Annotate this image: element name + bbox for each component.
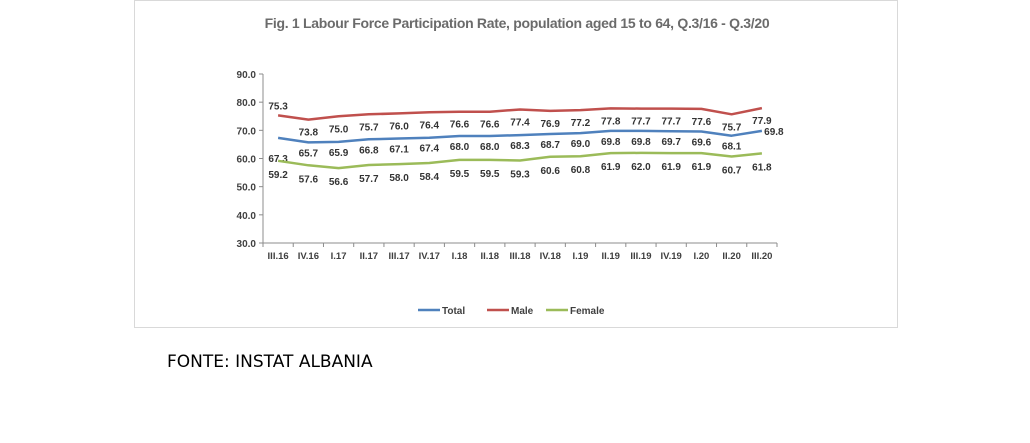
data-label-male: 76.6 — [480, 120, 500, 131]
x-tick-label: IV.16 — [298, 251, 319, 262]
data-label-male: 75.0 — [329, 124, 349, 135]
y-tick-label: 80.0 — [237, 98, 257, 109]
x-tick-label: II.18 — [481, 251, 500, 262]
data-label-total: 68.0 — [450, 142, 470, 153]
series-line-female — [277, 151, 763, 170]
x-tick-label: III.16 — [268, 251, 289, 262]
data-label-male: 77.8 — [601, 116, 621, 127]
series-line-total — [277, 129, 763, 144]
data-label-female: 59.5 — [480, 169, 500, 180]
x-tick-label: III.20 — [751, 251, 772, 262]
legend-label-total: Total — [442, 306, 465, 317]
source-caption: FONTE: INSTAT ALBANIA — [167, 352, 373, 372]
y-tick-label: 40.0 — [237, 211, 257, 222]
data-label-male: 75.7 — [722, 122, 742, 133]
y-tick-label: 90.0 — [237, 70, 257, 81]
data-label-total: 69.6 — [692, 137, 712, 148]
data-label-female: 60.8 — [571, 165, 591, 176]
x-tick-label: III.19 — [630, 251, 651, 262]
data-label-female: 59.3 — [510, 169, 530, 180]
data-label-male: 77.7 — [661, 117, 681, 128]
data-label-male: 77.4 — [510, 117, 530, 128]
data-label-male: 76.4 — [420, 120, 440, 131]
x-tick-label: II.17 — [360, 251, 379, 262]
data-label-total: 68.3 — [510, 141, 530, 152]
data-label-male: 73.8 — [299, 128, 319, 139]
data-label-male: 77.7 — [631, 117, 651, 128]
data-label-female: 58.4 — [420, 172, 440, 183]
x-tick-label: I.17 — [331, 251, 347, 262]
series-line-male — [277, 106, 763, 121]
data-label-female: 56.6 — [329, 177, 349, 188]
x-tick-label: I.18 — [452, 251, 468, 262]
data-label-total: 65.9 — [329, 148, 349, 159]
data-label-male: 75.7 — [359, 122, 379, 133]
data-label-total: 69.0 — [571, 139, 591, 150]
data-label-male: 76.6 — [450, 120, 470, 131]
data-label-total: 68.0 — [480, 142, 500, 153]
x-tick-label: I.19 — [573, 251, 589, 262]
data-label-female: 60.6 — [541, 166, 561, 177]
data-label-total: 67.3 — [268, 154, 288, 165]
x-tick-label: II.19 — [601, 251, 620, 262]
x-tick-label: IV.19 — [661, 251, 682, 262]
data-label-female: 60.7 — [722, 166, 742, 177]
data-label-total: 69.7 — [661, 137, 681, 148]
x-tick-label: I.20 — [693, 251, 709, 262]
data-label-female: 62.0 — [631, 162, 651, 173]
data-label-male: 77.6 — [692, 117, 712, 128]
data-label-female: 57.6 — [299, 174, 319, 185]
data-label-total: 66.8 — [359, 145, 379, 156]
y-tick-label: 50.0 — [237, 183, 257, 194]
legend-label-male: Male — [511, 306, 534, 317]
chart-container: Fig. 1 Labour Force Participation Rate, … — [134, 0, 898, 328]
data-label-total: 67.4 — [420, 144, 440, 155]
x-tick-label: III.18 — [509, 251, 530, 262]
data-label-female: 61.9 — [661, 162, 681, 173]
line-chart: 90.0 80.0 70.0 60.0 50.0 40.0 30.0 III.16 IV.16 I… — [237, 70, 785, 317]
data-label-male: 76.0 — [389, 121, 409, 132]
data-label-total: 69.8 — [601, 137, 621, 148]
x-tick-label: IV.17 — [419, 251, 440, 262]
chart-title: Fig. 1 Labour Force Participation Rate, … — [264, 15, 770, 31]
data-label-male: 77.2 — [571, 118, 591, 129]
data-label-female: 57.7 — [359, 174, 379, 185]
x-tick-label: III.17 — [388, 251, 409, 262]
data-label-female: 61.8 — [752, 162, 772, 173]
y-tick-label: 60.0 — [237, 155, 257, 166]
y-tick-label: 70.0 — [237, 126, 257, 137]
x-tick-label: II.20 — [722, 251, 741, 262]
legend-label-female: Female — [570, 306, 605, 317]
data-label-female: 59.2 — [268, 170, 288, 181]
x-tick-label: IV.18 — [540, 251, 561, 262]
data-label-total: 69.8 — [764, 127, 784, 138]
y-tick-label: 30.0 — [237, 239, 257, 250]
data-label-male: 75.3 — [268, 101, 288, 112]
data-label-female: 59.5 — [450, 169, 470, 180]
data-label-female: 58.0 — [389, 173, 409, 184]
data-label-female: 61.9 — [692, 162, 712, 173]
data-label-total: 67.1 — [389, 145, 409, 156]
data-label-total: 69.8 — [631, 137, 651, 148]
data-label-male: 76.9 — [541, 119, 561, 130]
data-label-male: 77.9 — [752, 116, 772, 127]
data-label-total: 65.7 — [299, 148, 319, 159]
data-label-total: 68.7 — [541, 140, 561, 151]
data-label-total: 68.1 — [722, 142, 742, 153]
data-label-female: 61.9 — [601, 162, 621, 173]
